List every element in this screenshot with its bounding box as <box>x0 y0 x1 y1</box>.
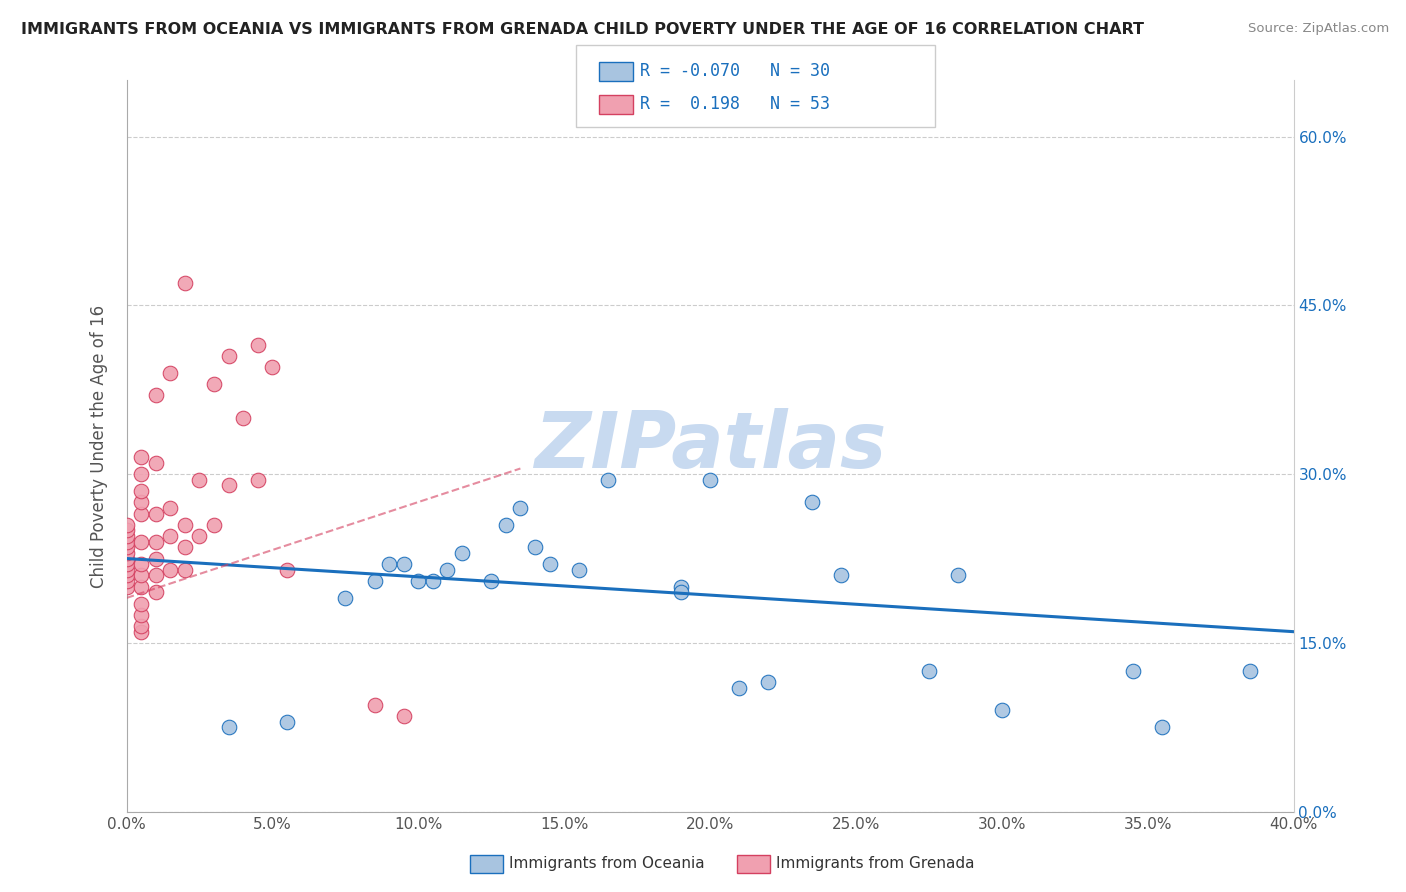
Point <box>378 557 401 571</box>
Point <box>174 541 197 555</box>
Point <box>129 597 152 611</box>
Point <box>946 568 969 582</box>
Text: Source: ZipAtlas.com: Source: ZipAtlas.com <box>1249 22 1389 36</box>
Point <box>801 495 824 509</box>
Point <box>115 580 138 594</box>
Point <box>1122 664 1144 678</box>
Text: Immigrants from Oceania: Immigrants from Oceania <box>509 856 704 871</box>
Point <box>524 541 547 555</box>
Point <box>202 377 225 392</box>
Point <box>145 388 167 402</box>
Point <box>1152 720 1174 734</box>
Point <box>918 664 941 678</box>
Point <box>115 574 138 588</box>
Point <box>188 529 211 543</box>
Point <box>145 568 167 582</box>
Point <box>159 500 181 515</box>
Point <box>276 714 298 729</box>
Point <box>436 563 458 577</box>
Point <box>129 557 152 571</box>
Point <box>115 534 138 549</box>
Point <box>479 574 502 588</box>
Point <box>174 517 197 532</box>
Point <box>129 495 152 509</box>
Point <box>159 366 181 380</box>
Point <box>218 349 240 363</box>
Point <box>276 563 298 577</box>
Point <box>129 507 152 521</box>
Point <box>596 473 619 487</box>
Point <box>669 580 692 594</box>
Point <box>830 568 852 582</box>
Point <box>728 681 751 695</box>
Point <box>129 624 152 639</box>
Point <box>422 574 444 588</box>
Point <box>335 591 357 605</box>
Point <box>509 500 531 515</box>
Point <box>129 534 152 549</box>
Point <box>392 557 415 571</box>
Point <box>115 563 138 577</box>
Point <box>246 337 269 351</box>
Point <box>145 551 167 566</box>
Point <box>218 720 240 734</box>
Point <box>115 568 138 582</box>
Point <box>174 563 197 577</box>
Point <box>538 557 561 571</box>
Point <box>756 675 779 690</box>
Point <box>495 517 517 532</box>
Point <box>145 456 167 470</box>
Point <box>145 585 167 599</box>
Text: IMMIGRANTS FROM OCEANIA VS IMMIGRANTS FROM GRENADA CHILD POVERTY UNDER THE AGE O: IMMIGRANTS FROM OCEANIA VS IMMIGRANTS FR… <box>21 22 1144 37</box>
Text: R =  0.198   N = 53: R = 0.198 N = 53 <box>640 95 830 113</box>
Point <box>363 698 385 712</box>
Point <box>115 541 138 555</box>
Point <box>145 534 167 549</box>
Point <box>115 517 138 532</box>
Text: R = -0.070   N = 30: R = -0.070 N = 30 <box>640 62 830 80</box>
Point <box>129 607 152 622</box>
Point <box>568 563 591 577</box>
Point <box>232 410 254 425</box>
Point <box>246 473 269 487</box>
Point <box>408 574 430 588</box>
Point <box>990 703 1012 717</box>
Text: ZIPatlas: ZIPatlas <box>534 408 886 484</box>
Text: Immigrants from Grenada: Immigrants from Grenada <box>776 856 974 871</box>
Point <box>115 557 138 571</box>
Point <box>129 467 152 482</box>
Point <box>1239 664 1261 678</box>
Point <box>145 507 167 521</box>
Point <box>451 546 474 560</box>
Point <box>129 580 152 594</box>
Point <box>262 360 284 375</box>
Point <box>159 563 181 577</box>
Point <box>174 276 197 290</box>
Point <box>129 483 152 498</box>
Point <box>115 524 138 538</box>
Point <box>699 473 721 487</box>
Point <box>115 546 138 560</box>
Point <box>129 619 152 633</box>
Point <box>218 478 240 492</box>
Point <box>669 585 692 599</box>
Point <box>115 551 138 566</box>
Point <box>188 473 211 487</box>
Point <box>363 574 385 588</box>
Point <box>115 529 138 543</box>
Point <box>392 709 415 723</box>
Point <box>159 529 181 543</box>
Point <box>129 450 152 465</box>
Point <box>129 568 152 582</box>
Y-axis label: Child Poverty Under the Age of 16: Child Poverty Under the Age of 16 <box>90 304 108 588</box>
Point <box>202 517 225 532</box>
